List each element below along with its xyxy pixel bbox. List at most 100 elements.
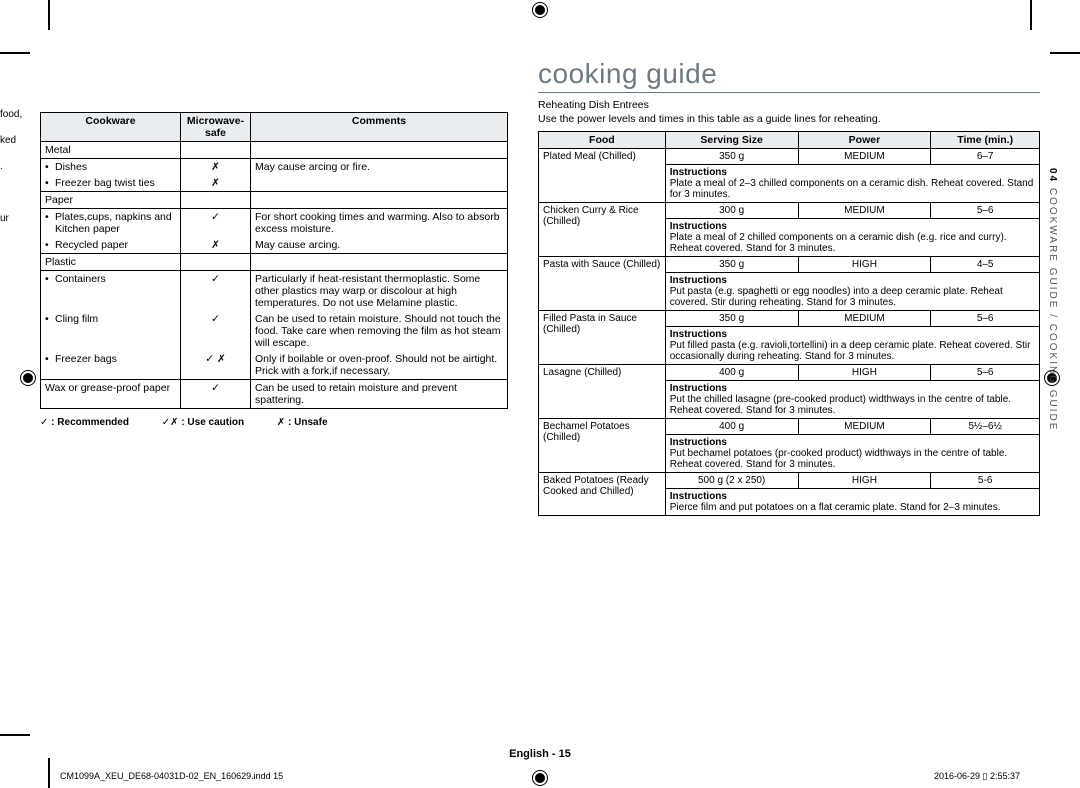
instr-cell: InstructionsPierce film and put potatoes… [665, 489, 1039, 516]
food-cell: Lasagne (Chilled) [539, 365, 666, 419]
col-time: Time (min.) [931, 132, 1040, 149]
instr-cell: InstructionsPlate a meal of 2–3 chilled … [665, 165, 1039, 203]
instr-text: Put the chilled lasagne (pre-cooked prod… [670, 394, 1011, 416]
time-cell: 5–6 [931, 203, 1040, 219]
power-cell: HIGH [798, 473, 931, 489]
subtitle: Reheating Dish Entrees [538, 99, 1040, 111]
print-filename: CM1099A_XEU_DE68-04031D-02_EN_160629.ind… [60, 771, 283, 782]
time-cell: 6–7 [931, 149, 1040, 165]
print-footer: CM1099A_XEU_DE68-04031D-02_EN_160629.ind… [60, 771, 1020, 782]
food-cell: Bechamel Potatoes (Chilled) [539, 419, 666, 473]
size-cell: 350 g [665, 311, 798, 327]
item-safe: ✓ ✗ [181, 351, 251, 380]
page: food, ked . ur Cookware Microwave-safe C… [0, 48, 1080, 748]
print-timestamp: 2016-06-29 ▯ 2:55:37 [934, 771, 1020, 782]
cutoff-text: ur [0, 212, 30, 225]
instr-text: Plate a meal of 2–3 chilled components o… [670, 178, 1034, 200]
instr-text: Pierce film and put potatoes on a flat c… [670, 502, 1001, 513]
instr-cell: InstructionsPut filled pasta (e.g. ravio… [665, 327, 1039, 365]
item-comment [251, 175, 508, 192]
item-name: Wax or grease-proof paper [41, 380, 181, 409]
cookware-table: Cookware Microwave-safe Comments Metal D… [40, 112, 508, 409]
item-safe: ✓ [181, 271, 251, 312]
item-safe: ✓ [181, 380, 251, 409]
legend-rec: : Recommended [51, 417, 129, 428]
instr-cell: InstructionsPut bechamel potatoes (pr-co… [665, 435, 1039, 473]
col-size: Serving Size [665, 132, 798, 149]
item-comment: Can be used to retain moisture and preve… [251, 380, 508, 409]
item-comment: May cause arcing or fire. [251, 159, 508, 176]
instr-cell: InstructionsPlate a meal of 2 chilled co… [665, 219, 1039, 257]
cutoff-text: . [0, 160, 30, 173]
instr-cell: InstructionsPut pasta (e.g. spaghetti or… [665, 273, 1039, 311]
time-cell: 5–6 [931, 365, 1040, 381]
legend: ✓ : Recommended ✓✗ : Use caution ✗ : Uns… [40, 417, 508, 428]
food-cell: Pasta with Sauce (Chilled) [539, 257, 666, 311]
item-name: Dishes [41, 159, 181, 176]
item-safe: ✗ [181, 175, 251, 192]
item-safe: ✗ [181, 159, 251, 176]
size-cell: 300 g [665, 203, 798, 219]
item-safe: ✓ [181, 209, 251, 238]
col-food: Food [539, 132, 666, 149]
food-cell: Chicken Curry & Rice (Chilled) [539, 203, 666, 257]
power-cell: HIGH [798, 365, 931, 381]
time-cell: 5½–6½ [931, 419, 1040, 435]
food-cell: Baked Potatoes (Ready Cooked and Chilled… [539, 473, 666, 516]
cooking-guide-column: cooking guide Reheating Dish Entrees Use… [528, 48, 1080, 748]
group-title: Metal [41, 142, 181, 159]
item-name: Recycled paper [41, 237, 181, 254]
size-cell: 350 g [665, 149, 798, 165]
power-cell: MEDIUM [798, 419, 931, 435]
col-cookware: Cookware [41, 113, 181, 142]
reheat-table: Food Serving Size Power Time (min.) Plat… [538, 131, 1040, 516]
page-footer: English - 15 [0, 748, 1080, 760]
instr-cell: InstructionsPut the chilled lasagne (pre… [665, 381, 1039, 419]
item-comment: Only if boilable or oven-proof. Should n… [251, 351, 508, 380]
power-cell: HIGH [798, 257, 931, 273]
item-comment: For short cooking times and warming. Als… [251, 209, 508, 238]
item-name: Plates,cups, napkins and Kitchen paper [41, 209, 181, 238]
item-name: Freezer bags [41, 351, 181, 380]
col-safe: Microwave-safe [181, 113, 251, 142]
col-power: Power [798, 132, 931, 149]
time-cell: 5-6 [931, 473, 1040, 489]
time-cell: 4–5 [931, 257, 1040, 273]
instr-text: Put pasta (e.g. spaghetti or egg noodles… [670, 286, 1003, 308]
cutoff-column: food, ked . ur [0, 48, 30, 748]
size-cell: 400 g [665, 365, 798, 381]
size-cell: 400 g [665, 419, 798, 435]
instr-text: Put filled pasta (e.g. ravioli,tortellin… [670, 340, 1031, 362]
item-name: Cling film [41, 311, 181, 351]
page-title: cooking guide [538, 58, 1040, 93]
power-cell: MEDIUM [798, 149, 931, 165]
instr-text: Put bechamel potatoes (pr-cooked product… [670, 448, 1007, 470]
item-comment: May cause arcing. [251, 237, 508, 254]
food-cell: Filled Pasta in Sauce (Chilled) [539, 311, 666, 365]
item-safe: ✗ [181, 237, 251, 254]
section-text: COOKWARE GUIDE / COOKING GUIDE [1047, 183, 1058, 431]
power-cell: MEDIUM [798, 203, 931, 219]
instr-text: Plate a meal of 2 chilled components on … [670, 232, 1007, 254]
size-cell: 500 g (2 x 250) [665, 473, 798, 489]
item-name: Freezer bag twist ties [41, 175, 181, 192]
intro-text: Use the power levels and times in this t… [538, 113, 1040, 125]
cutoff-text: ked [0, 134, 30, 147]
legend-unsafe: : Unsafe [288, 417, 327, 428]
item-safe: ✓ [181, 311, 251, 351]
cookware-column: Cookware Microwave-safe Comments Metal D… [30, 48, 528, 748]
cutoff-text: food, [0, 108, 30, 121]
size-cell: 350 g [665, 257, 798, 273]
legend-caution: : Use caution [181, 417, 244, 428]
item-name: Containers [41, 271, 181, 312]
side-label: 04 COOKWARE GUIDE / COOKING GUIDE [1047, 168, 1058, 431]
food-cell: Plated Meal (Chilled) [539, 149, 666, 203]
group-title: Plastic [41, 254, 181, 271]
item-comment: Particularly if heat-resistant thermopla… [251, 271, 508, 312]
time-cell: 5–6 [931, 311, 1040, 327]
section-number: 04 [1047, 168, 1058, 183]
item-comment: Can be used to retain moisture. Should n… [251, 311, 508, 351]
col-comments: Comments [251, 113, 508, 142]
group-title: Paper [41, 192, 181, 209]
power-cell: MEDIUM [798, 311, 931, 327]
